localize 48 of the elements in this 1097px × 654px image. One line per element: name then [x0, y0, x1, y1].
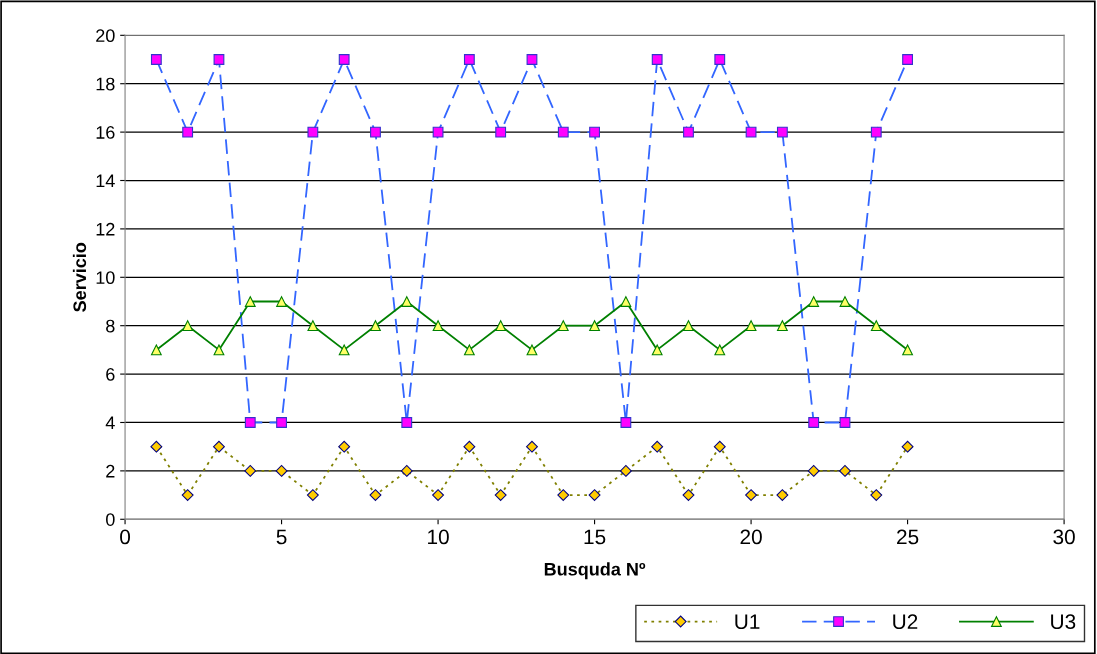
legend-label: U2: [893, 614, 918, 630]
x-tick-label: 10: [428, 529, 449, 545]
x-tick-label: 20: [740, 529, 762, 545]
point: [463, 344, 475, 356]
point: [213, 344, 225, 356]
point: [683, 320, 694, 332]
y-tick-label: 18: [96, 77, 115, 91]
point: [495, 320, 507, 332]
y-tick-label: 2: [106, 464, 115, 478]
y-tick-label: 20: [96, 29, 115, 43]
y-tick-label: 4: [105, 416, 115, 430]
point: [620, 296, 632, 307]
point: [870, 320, 882, 332]
y-tick-label: 0: [106, 513, 115, 526]
point: [714, 344, 726, 356]
point: [182, 320, 194, 332]
y-tick-label: 6: [106, 368, 115, 381]
point: [808, 296, 820, 307]
point: [776, 320, 788, 332]
legend-label: U1: [735, 614, 760, 630]
point: [276, 296, 287, 307]
legend-label: U3: [1051, 614, 1076, 630]
y-tick-label: 14: [96, 174, 115, 188]
point: [370, 320, 381, 332]
x-tick-label: 0: [120, 529, 131, 545]
y-axis-title: Servicio: [72, 242, 87, 312]
point: [526, 344, 538, 356]
y-tick-label: 16: [96, 126, 115, 139]
point: [902, 344, 914, 356]
y-tick-label: 10: [96, 271, 115, 285]
point: [745, 320, 757, 332]
point: [150, 344, 162, 356]
x-axis-title: Busquda Nº: [544, 562, 646, 580]
point: [432, 320, 444, 332]
x-tick-label: 5: [276, 529, 287, 545]
point: [651, 344, 663, 356]
point: [557, 320, 569, 332]
x-tick-label: 25: [897, 529, 919, 545]
y-tick-label: 8: [106, 319, 115, 333]
point: [338, 344, 350, 356]
point: [401, 296, 413, 307]
point: [307, 320, 319, 332]
point: [589, 320, 600, 332]
x-tick-label: 30: [1053, 529, 1075, 545]
y-tick-label: 12: [96, 222, 115, 236]
point: [839, 296, 851, 307]
point: [244, 296, 256, 307]
x-tick-label: 15: [584, 529, 606, 545]
